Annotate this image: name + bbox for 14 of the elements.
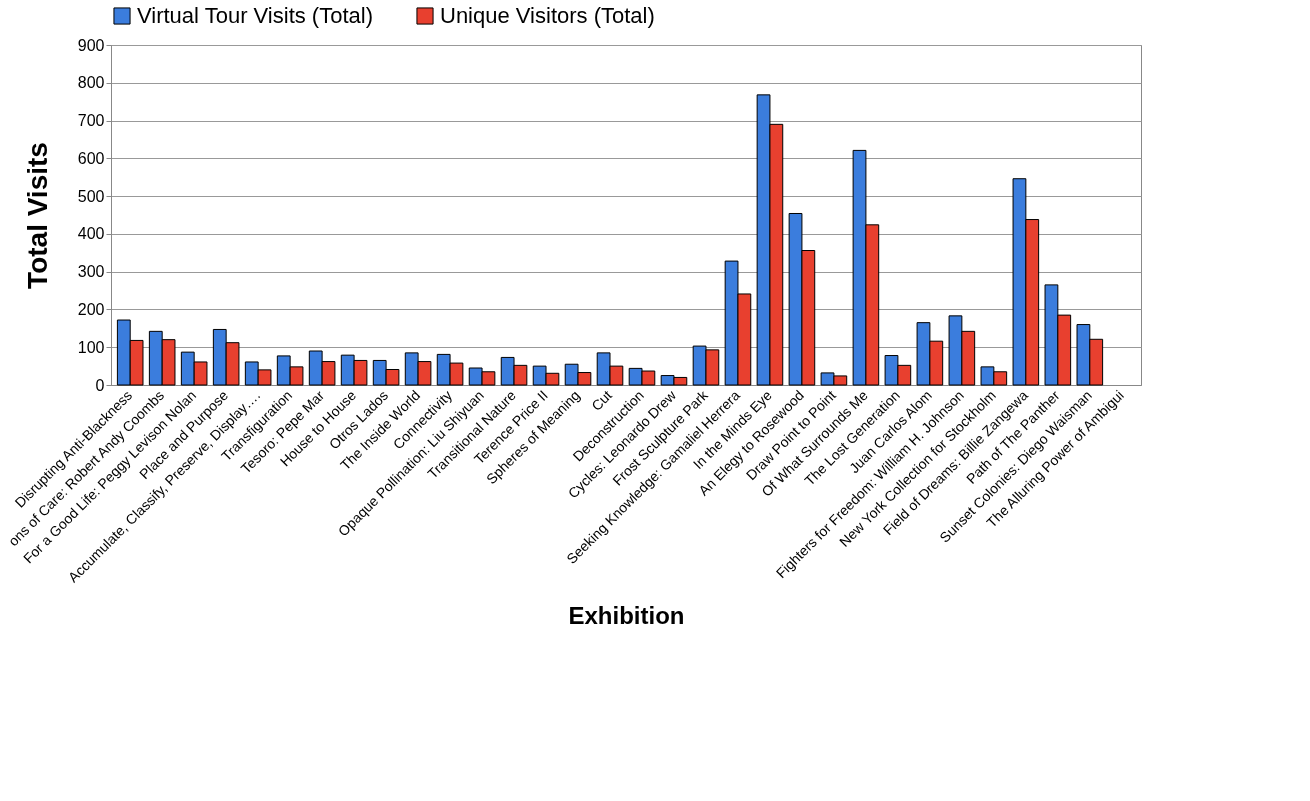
y-tick-label: 400 [77,225,105,243]
y-tick-label: 800 [77,74,105,92]
y-tick-label: 500 [77,187,105,205]
legend-label: Unique Visitors (Total) [440,3,655,28]
y-tick-label: 200 [77,300,105,318]
y-tick-label: 600 [77,149,105,167]
x-axis-title: Exhibition [568,602,685,630]
y-tick-label: 700 [77,112,105,130]
y-tick-label: 0 [95,376,105,394]
y-tick-label: 300 [77,263,105,281]
y-axis-title: Total Visits [21,142,53,289]
y-tick-label: 100 [77,338,105,356]
y-tick-label: 900 [77,36,105,54]
legend-label: Virtual Tour Visits (Total) [137,3,373,28]
